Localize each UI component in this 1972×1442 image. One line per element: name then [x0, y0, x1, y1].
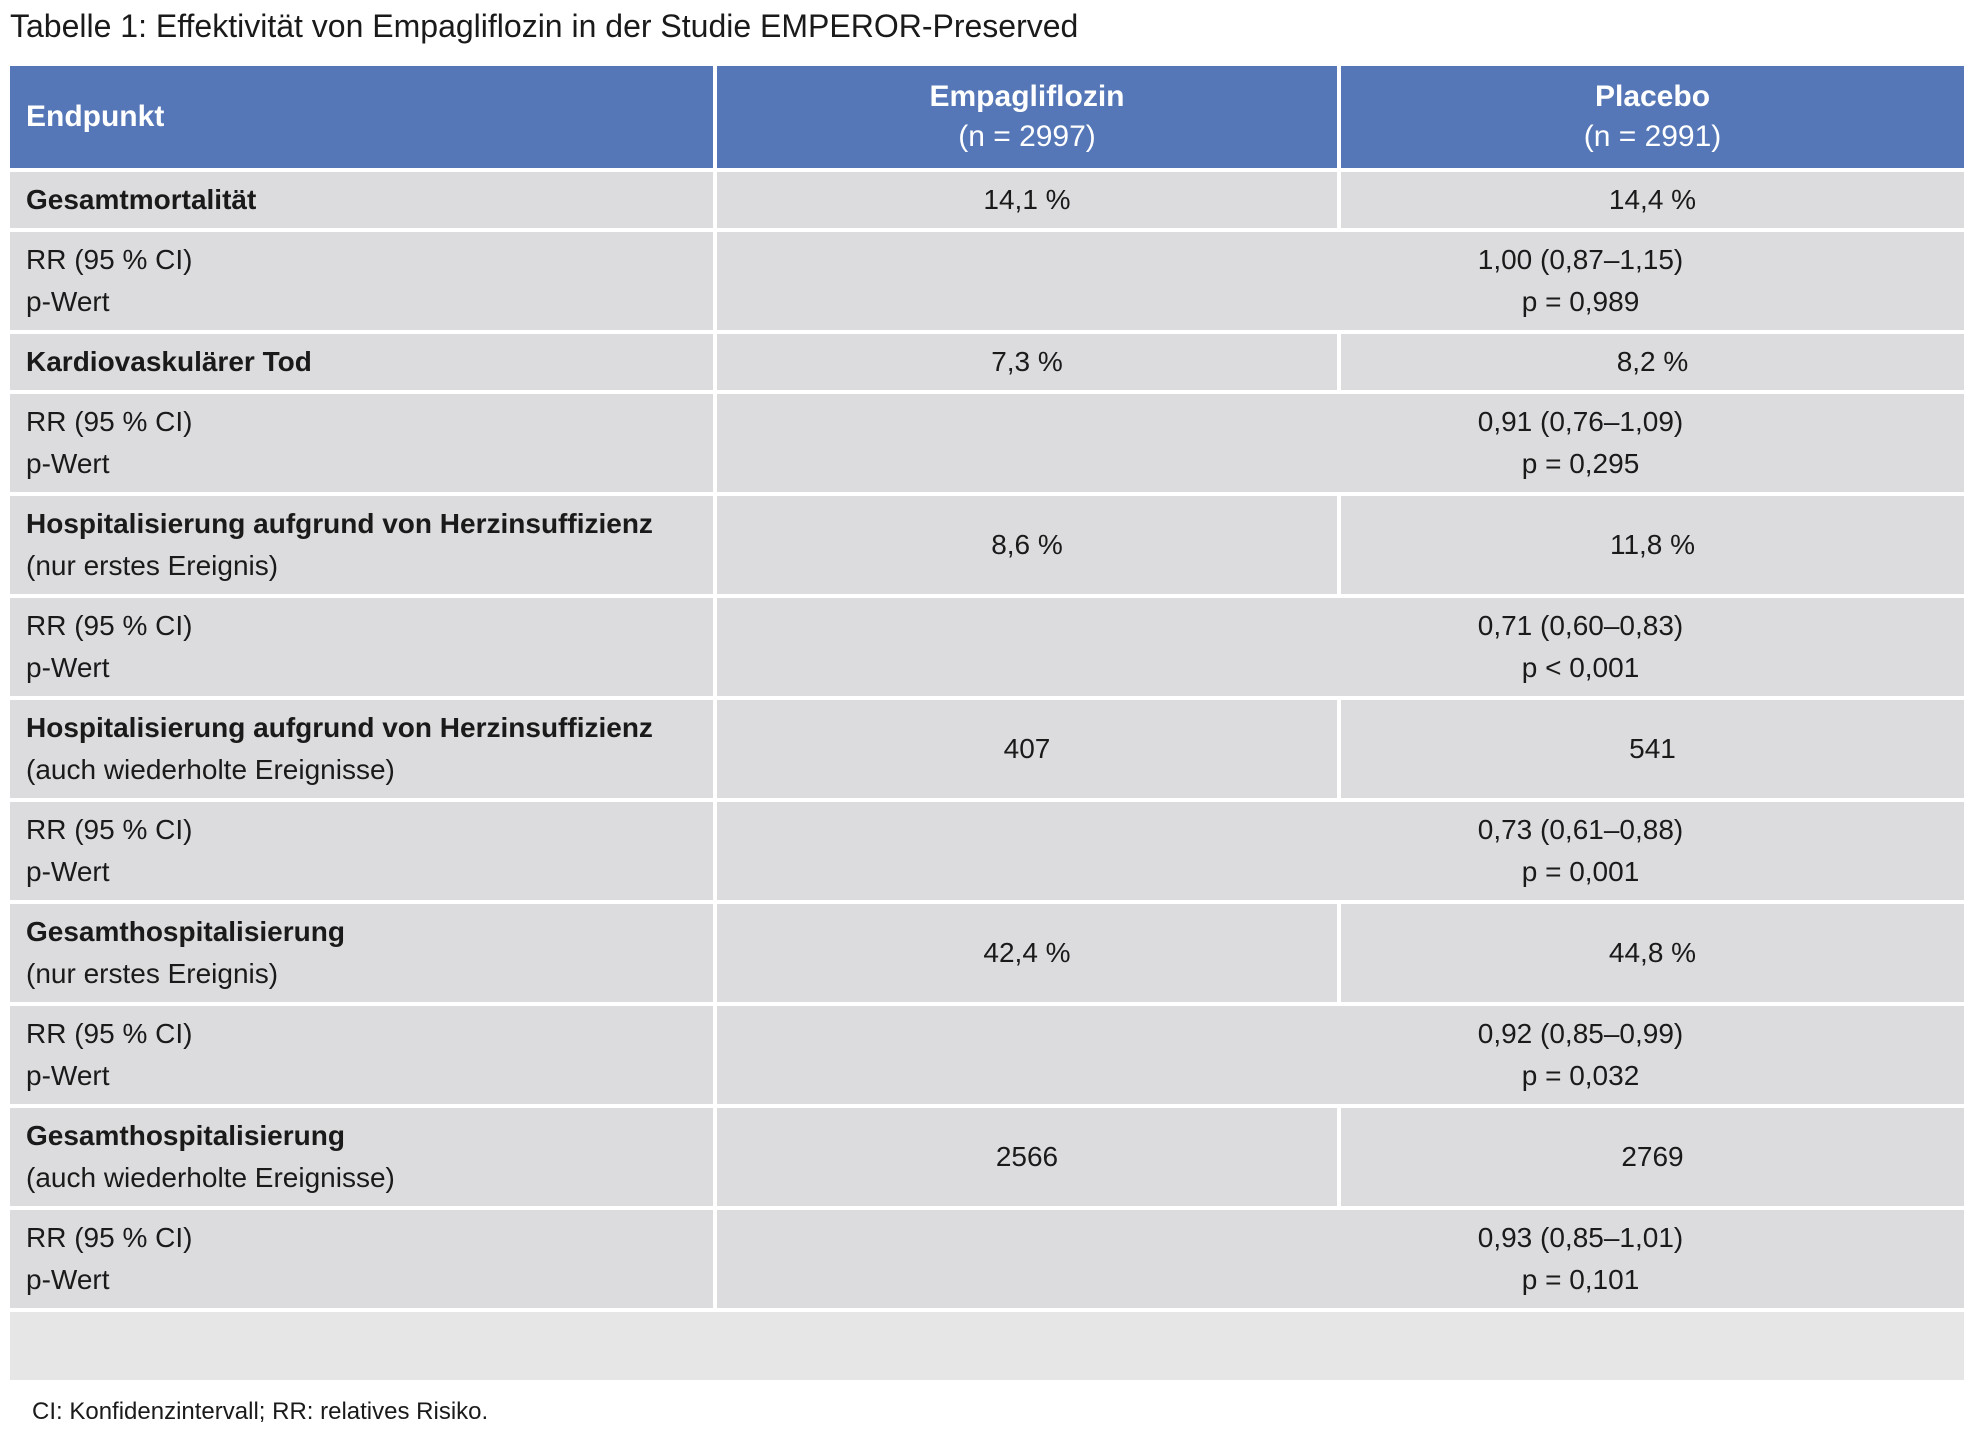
rr-value: 0,73 (0,61–0,88) — [1477, 814, 1684, 845]
endpoint-name: Hospitalisierung aufgrund von Herzinsuff… — [26, 712, 653, 743]
p-value: p = 0,032 — [1521, 1060, 1640, 1091]
placebo-value: 44,8 % — [1337, 900, 1964, 1006]
endpoint-name: Gesamthospitalisierung — [26, 1120, 345, 1151]
header-placebo: Placebo (n = 2991) — [1337, 66, 1964, 172]
statistics-value-cell: 0,92 (0,85–0,99) p = 0,032 — [713, 1002, 1964, 1108]
empagliflozin-value: 407 — [713, 696, 1341, 802]
rr-value: 1,00 (0,87–1,15) — [1477, 244, 1684, 275]
endpoint-subtitle: (auch wiederholte Ereignisse) — [26, 754, 395, 785]
endpoint-subtitle: (nur erstes Ereignis) — [26, 958, 279, 989]
placebo-value: 541 — [1337, 696, 1964, 802]
table-title: Tabelle 1: Effektivität von Empagliflozi… — [10, 8, 1079, 44]
table-footnote: CI: Konfidenzintervall; RR: relatives Ri… — [20, 1382, 1960, 1442]
empagliflozin-value: 42,4 % — [713, 900, 1341, 1006]
rr-label: RR (95 % CI) — [26, 814, 193, 845]
endpoint-row: Hospitalisierung aufgrund von Herzinsuff… — [10, 696, 1964, 802]
endpoint-name: Gesamtmortalität — [26, 184, 257, 215]
rr-label: RR (95 % CI) — [26, 1018, 193, 1049]
p-value: p = 0,101 — [1521, 1264, 1640, 1295]
endpoint-subtitle: (auch wiederholte Ereignisse) — [26, 1162, 395, 1193]
p-label: p-Wert — [26, 856, 110, 887]
statistics-value-cell: 1,00 (0,87–1,15) p = 0,989 — [713, 228, 1964, 334]
header-empagliflozin-name: Empagliflozin — [929, 80, 1125, 113]
rr-value: 0,91 (0,76–1,09) — [1477, 406, 1684, 437]
statistics-label-cell: RR (95 % CI) p-Wert — [10, 594, 717, 700]
endpoint-row: Hospitalisierung aufgrund von Herzinsuff… — [10, 492, 1964, 598]
header-placebo-name: Placebo — [1594, 80, 1711, 113]
statistics-row: RR (95 % CI) p-Wert 0,71 (0,60–0,83) p < 0,… — [10, 594, 1964, 700]
statistics-row: RR (95 % CI) p-Wert 1,00 (0,87–1,15) p = 0,… — [10, 228, 1964, 334]
header-empagliflozin-n: (n = 2997) — [958, 120, 1096, 153]
p-value: p < 0,001 — [1521, 652, 1640, 683]
results-table: Endpunkt Empagliflozin (n = 2997) Placeb… — [10, 66, 1964, 1312]
header-endpoint: Endpunkt — [10, 66, 717, 172]
statistics-value-cell: 0,91 (0,76–1,09) p = 0,295 — [713, 390, 1964, 496]
empagliflozin-value: 7,3 % — [713, 330, 1341, 394]
endpoint-name: Hospitalisierung aufgrund von Herzinsuff… — [26, 508, 653, 539]
endpoint-cell: Gesamthospitalisierung (auch wiederholte … — [10, 1104, 717, 1210]
empagliflozin-value: 8,6 % — [713, 492, 1341, 598]
header-empagliflozin: Empagliflozin (n = 2997) — [713, 66, 1341, 172]
statistics-label-cell: RR (95 % CI) p-Wert — [10, 798, 717, 904]
placebo-value: 14,4 % — [1337, 168, 1964, 232]
p-label: p-Wert — [26, 286, 110, 317]
endpoint-row: Gesamthospitalisierung (auch wiederholte … — [10, 1104, 1964, 1210]
statistics-row: RR (95 % CI) p-Wert 0,93 (0,85–1,01) p = 0,… — [10, 1206, 1964, 1312]
placebo-value: 11,8 % — [1337, 492, 1964, 598]
p-value: p = 0,989 — [1521, 286, 1640, 317]
p-label: p-Wert — [26, 652, 110, 683]
statistics-label-cell: RR (95 % CI) p-Wert — [10, 228, 717, 334]
p-label: p-Wert — [26, 448, 110, 479]
table-frame: Endpunkt Empagliflozin (n = 2997) Placeb… — [10, 66, 1964, 1442]
statistics-value-cell: 0,71 (0,60–0,83) p < 0,001 — [713, 594, 1964, 700]
endpoint-cell: Hospitalisierung aufgrund von Herzinsuff… — [10, 696, 717, 802]
p-value: p = 0,001 — [1521, 856, 1640, 887]
endpoint-row: Gesamtmortalität 14,1 % 14,4 % — [10, 168, 1964, 232]
rr-label: RR (95 % CI) — [26, 610, 193, 641]
p-value: p = 0,295 — [1521, 448, 1640, 479]
rr-value: 0,93 (0,85–1,01) — [1477, 1222, 1684, 1253]
endpoint-cell: Hospitalisierung aufgrund von Herzinsuff… — [10, 492, 717, 598]
statistics-label-cell: RR (95 % CI) p-Wert — [10, 1002, 717, 1108]
statistics-value-cell: 0,93 (0,85–1,01) p = 0,101 — [713, 1206, 1964, 1312]
placebo-value: 2769 — [1337, 1104, 1964, 1210]
statistics-row: RR (95 % CI) p-Wert 0,73 (0,61–0,88) p = 0,… — [10, 798, 1964, 904]
rr-value: 0,92 (0,85–0,99) — [1477, 1018, 1684, 1049]
table-body: Gesamtmortalität 14,1 % 14,4 % RR (95 % CI)… — [10, 168, 1964, 1312]
p-label: p-Wert — [26, 1264, 110, 1295]
header-row: Endpunkt Empagliflozin (n = 2997) Placeb… — [10, 66, 1964, 172]
endpoint-row: Kardiovaskulärer Tod 7,3 % 8,2 % — [10, 330, 1964, 394]
endpoint-cell: Gesamthospitalisierung (nur erstes Ereign… — [10, 900, 717, 1006]
statistics-label-cell: RR (95 % CI) p-Wert — [10, 390, 717, 496]
endpoint-cell: Kardiovaskulärer Tod — [10, 330, 717, 394]
endpoint-cell: Gesamtmortalität — [10, 168, 717, 232]
statistics-value-cell: 0,73 (0,61–0,88) p = 0,001 — [713, 798, 1964, 904]
endpoint-row: Gesamthospitalisierung (nur erstes Ereign… — [10, 900, 1964, 1006]
p-label: p-Wert — [26, 1060, 110, 1091]
rr-label: RR (95 % CI) — [26, 406, 193, 437]
placebo-value: 8,2 % — [1337, 330, 1964, 394]
statistics-label-cell: RR (95 % CI) p-Wert — [10, 1206, 717, 1312]
rr-value: 0,71 (0,60–0,83) — [1477, 610, 1684, 641]
rr-label: RR (95 % CI) — [26, 1222, 193, 1253]
statistics-row: RR (95 % CI) p-Wert 0,91 (0,76–1,09) p = 0,… — [10, 390, 1964, 496]
endpoint-name: Gesamthospitalisierung — [26, 916, 345, 947]
header-placebo-n: (n = 2991) — [1583, 120, 1722, 153]
rr-label: RR (95 % CI) — [26, 244, 193, 275]
empagliflozin-value: 14,1 % — [713, 168, 1341, 232]
endpoint-subtitle: (nur erstes Ereignis) — [26, 550, 279, 581]
empagliflozin-value: 2566 — [713, 1104, 1341, 1210]
statistics-row: RR (95 % CI) p-Wert 0,92 (0,85–0,99) p = 0,… — [10, 1002, 1964, 1108]
endpoint-name: Kardiovaskulärer Tod — [26, 346, 312, 377]
